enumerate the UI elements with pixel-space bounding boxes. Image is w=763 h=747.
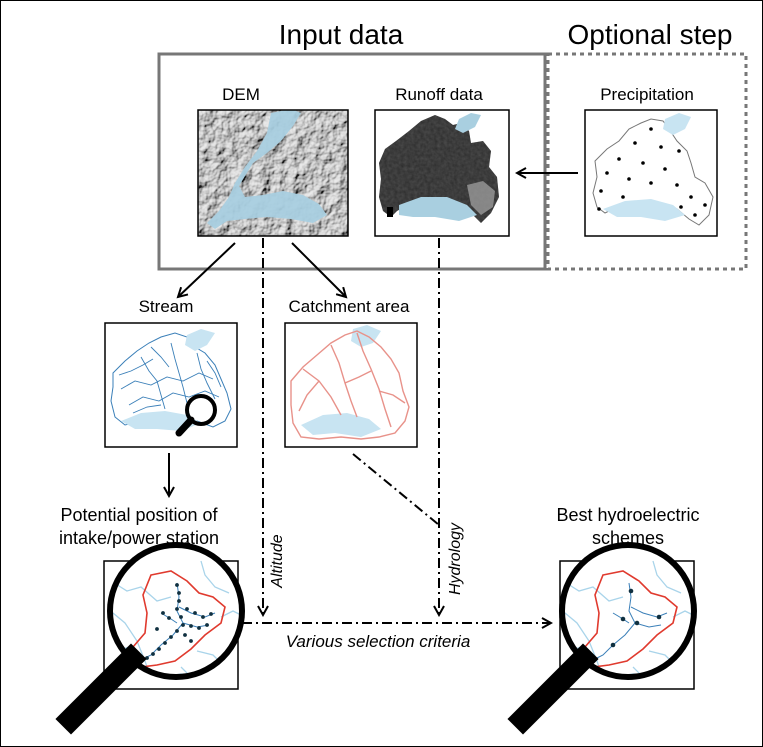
optional-step-frame: [546, 52, 748, 271]
runoff-label: Runoff data: [395, 85, 483, 104]
dem-to-catchment-arrow: [291, 242, 346, 297]
potential-position-label-line2: intake/power station: [59, 528, 219, 548]
selection-criteria-label: Various selection criteria: [286, 632, 471, 651]
dem-to-stream-arrow: [178, 242, 236, 297]
catchment-label: Catchment area: [289, 297, 410, 316]
precipitation-label: Precipitation: [600, 85, 694, 104]
input-data-heading: Input data: [279, 19, 404, 50]
best-schemes-label-line2: schemes: [592, 528, 664, 548]
precipitation-map: [584, 109, 718, 237]
potential-position-map: [55, 542, 245, 735]
dem-map: [197, 109, 349, 237]
best-schemes-map: [507, 542, 697, 735]
hydrology-label: Hydrology: [447, 522, 464, 595]
optional-step-heading: Optional step: [568, 19, 733, 50]
catchment-map: [284, 322, 418, 448]
altitude-label: Altitude: [269, 534, 286, 588]
input-data-frame: [157, 52, 547, 271]
stream-label: Stream: [139, 297, 194, 316]
dem-label: DEM: [222, 85, 260, 104]
runoff-map: [374, 109, 510, 237]
best-schemes-label-line1: Best hydroelectric: [556, 505, 699, 525]
stream-map: [104, 322, 238, 448]
catchment-to-hydrology-line: [352, 453, 440, 526]
potential-position-label-line1: Potential position of: [60, 505, 218, 525]
